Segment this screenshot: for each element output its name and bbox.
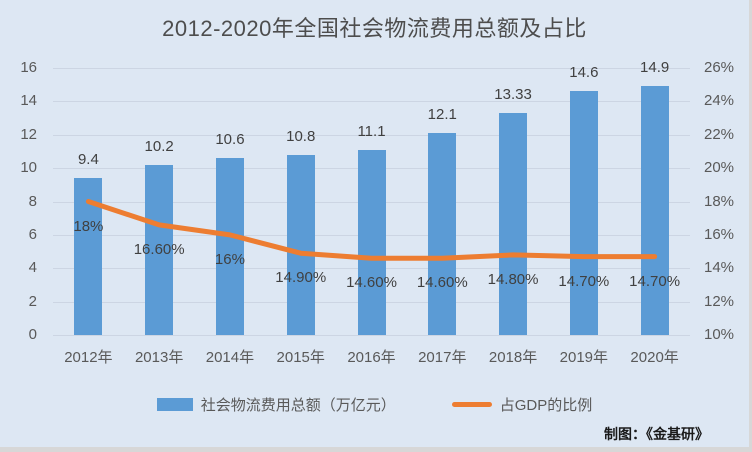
line-point-label: 18% bbox=[73, 217, 104, 235]
x-axis-label: 2018年 bbox=[488, 349, 538, 366]
right-axis-tick: 18% bbox=[704, 192, 735, 210]
credit-text: 制图：《金基研》 bbox=[604, 426, 709, 442]
x-axis-label: 2020年 bbox=[630, 349, 679, 366]
bar-value-label: 12.1 bbox=[427, 106, 457, 124]
bar-value-label: 10.2 bbox=[144, 137, 174, 155]
right-axis-tick: 10% bbox=[704, 326, 735, 343]
gridline bbox=[53, 101, 690, 103]
gridline bbox=[53, 335, 690, 336]
left-axis-tick: 12 bbox=[20, 125, 37, 143]
gridline bbox=[53, 68, 690, 69]
bar-value-label: 9.4 bbox=[77, 151, 99, 169]
right-axis-tick: 12% bbox=[704, 292, 735, 310]
chart-title: 2012-2020年全国社会物流费用总额及占比 bbox=[162, 16, 587, 41]
right-axis-tick: 26% bbox=[704, 59, 735, 76]
bar bbox=[74, 178, 103, 335]
left-axis-tick: 0 bbox=[28, 326, 37, 343]
line-point-label: 16% bbox=[214, 250, 245, 268]
bar-value-label: 14.9 bbox=[640, 59, 670, 77]
left-axis-tick: 8 bbox=[28, 192, 37, 210]
legend-line-swatch bbox=[451, 402, 492, 407]
x-axis-label: 2015年 bbox=[276, 349, 325, 366]
x-axis-label: 2013年 bbox=[134, 349, 184, 366]
x-axis-label: 2016年 bbox=[347, 349, 396, 366]
bar-value-label: 13.33 bbox=[494, 85, 532, 103]
line-point-label: 14.70% bbox=[629, 272, 681, 290]
line-point-label: 14.60% bbox=[416, 274, 468, 292]
bar bbox=[215, 158, 244, 335]
right-axis-tick: 20% bbox=[704, 159, 735, 177]
bar bbox=[286, 154, 315, 335]
gridline bbox=[53, 134, 690, 136]
legend-line-label: 占GDP的比例 bbox=[499, 397, 593, 414]
left-axis-tick: 16 bbox=[20, 59, 37, 76]
left-axis-tick: 14 bbox=[20, 92, 37, 110]
right-axis-tick: 16% bbox=[704, 225, 735, 243]
bar-value-label: 14.6 bbox=[569, 64, 599, 82]
bar bbox=[640, 86, 669, 335]
legend-item-bars: 社会物流费用总额（万亿元） bbox=[156, 394, 396, 415]
left-axis-tick: 4 bbox=[28, 259, 37, 277]
bar bbox=[569, 91, 598, 335]
line-point-label: 14.80% bbox=[487, 270, 539, 288]
x-axis-label: 2014年 bbox=[205, 349, 255, 366]
line-point-label: 14.90% bbox=[275, 269, 327, 287]
legend-bar-label: 社会物流费用总额（万亿元） bbox=[200, 397, 396, 414]
bar bbox=[428, 133, 457, 335]
left-axis-tick: 2 bbox=[28, 292, 37, 310]
bar-value-label: 10.8 bbox=[286, 127, 316, 145]
line-point-label: 14.70% bbox=[558, 272, 610, 290]
x-axis-label: 2017年 bbox=[418, 349, 467, 366]
bar-value-label: 11.1 bbox=[357, 122, 386, 140]
bar bbox=[357, 149, 386, 335]
line-point-label: 14.60% bbox=[346, 274, 397, 292]
x-axis-label: 2019年 bbox=[559, 349, 609, 366]
right-axis-tick: 22% bbox=[704, 125, 735, 143]
x-axis-label: 2012年 bbox=[64, 349, 113, 366]
left-axis-tick: 10 bbox=[20, 159, 37, 177]
legend-bar-swatch bbox=[156, 398, 193, 411]
bar bbox=[499, 112, 528, 335]
legend-item-line: 占GDP的比例 bbox=[451, 394, 593, 415]
legend: 社会物流费用总额（万亿元） 占GDP的比例 bbox=[0, 394, 749, 415]
right-axis-tick: 14% bbox=[704, 259, 735, 277]
left-axis-tick: 6 bbox=[28, 225, 37, 243]
right-axis-tick: 24% bbox=[704, 92, 735, 110]
bar-value-label: 10.6 bbox=[215, 131, 245, 149]
line-point-label: 16.60% bbox=[133, 240, 185, 258]
